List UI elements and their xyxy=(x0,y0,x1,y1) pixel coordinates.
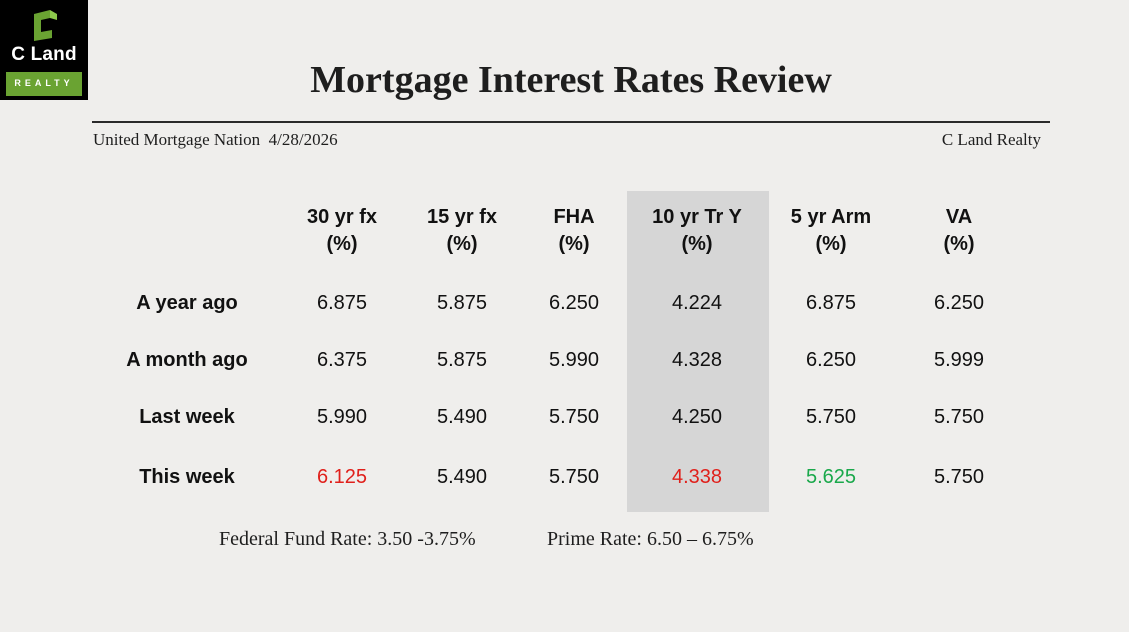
page-title: Mortgage Interest Rates Review xyxy=(310,59,832,101)
title-divider xyxy=(92,121,1050,123)
highlight-column xyxy=(627,191,769,512)
column-header: 30 yr fx (%) xyxy=(272,204,412,258)
company-name: C Land Realty xyxy=(941,130,1041,149)
report-date: 4/28/2026 xyxy=(268,130,338,149)
column-header: 5 yr Arm (%) xyxy=(761,204,901,258)
logo-mark-icon xyxy=(34,10,57,41)
column-header-label: 10 yr Tr Y xyxy=(652,206,742,228)
rate-cell: 5.999 xyxy=(933,349,985,371)
row-label: Last week xyxy=(139,406,235,428)
row-label: This week xyxy=(139,466,235,488)
fed-fund-rate: Federal Fund Rate: 3.50 -3.75% xyxy=(219,528,476,550)
row-label: A year ago xyxy=(136,292,238,314)
rate-cell: 5.490 xyxy=(436,406,488,428)
prime-rate: Prime Rate: 6.50 – 6.75% xyxy=(547,528,754,550)
rate-cell: 5.990 xyxy=(548,349,600,371)
logo-bar xyxy=(6,72,82,96)
column-header-label: 15 yr fx xyxy=(426,206,498,228)
column-header-unit: (%) xyxy=(446,233,478,255)
rate-cell: 6.250 xyxy=(548,292,600,314)
rate-cell: 6.875 xyxy=(316,292,368,314)
company-logo: C Land REALTY xyxy=(0,0,88,100)
rate-cell: 4.250 xyxy=(671,406,723,428)
column-header-label: 30 yr fx xyxy=(306,206,378,228)
column-header-unit: (%) xyxy=(558,233,590,255)
column-header-label: 5 yr Arm xyxy=(790,206,872,228)
rate-cell: 4.224 xyxy=(671,292,723,314)
source-line: United Mortgage Nation 4/28/2026 xyxy=(93,130,338,150)
rate-cell: 5.750 xyxy=(933,466,985,488)
column-header-label: FHA xyxy=(553,206,595,228)
rate-cell: 5.990 xyxy=(316,406,368,428)
column-header: FHA (%) xyxy=(504,204,644,258)
row-label: A month ago xyxy=(126,349,248,371)
column-header: 15 yr fx (%) xyxy=(392,204,532,258)
column-header: 10 yr Tr Y (%) xyxy=(627,204,767,258)
rate-cell: 5.750 xyxy=(548,406,600,428)
rate-cell: 5.875 xyxy=(436,349,488,371)
rate-cell: 5.875 xyxy=(436,292,488,314)
logo-subtext: REALTY xyxy=(14,78,74,88)
logo-name: C Land xyxy=(11,44,77,65)
rate-cell: 5.750 xyxy=(933,406,985,428)
column-header-unit: (%) xyxy=(943,233,975,255)
rate-cell: 5.750 xyxy=(805,406,857,428)
rate-cell: 6.375 xyxy=(316,349,368,371)
column-header-label: VA xyxy=(945,206,973,228)
rate-cell: 6.875 xyxy=(805,292,857,314)
column-header-unit: (%) xyxy=(815,233,847,255)
column-header: VA (%) xyxy=(889,204,1029,258)
column-header-unit: (%) xyxy=(326,233,358,255)
rate-cell: 6.250 xyxy=(933,292,985,314)
rate-cell: 5.490 xyxy=(436,466,488,488)
column-header-unit: (%) xyxy=(681,233,713,255)
rate-cell: 4.338 xyxy=(671,466,723,488)
rate-cell: 6.250 xyxy=(805,349,857,371)
rate-cell: 4.328 xyxy=(671,349,723,371)
rate-cell: 5.625 xyxy=(805,466,857,488)
rate-cell: 6.125 xyxy=(316,466,368,488)
source-name: United Mortgage Nation xyxy=(93,130,261,149)
rate-cell: 5.750 xyxy=(548,466,600,488)
